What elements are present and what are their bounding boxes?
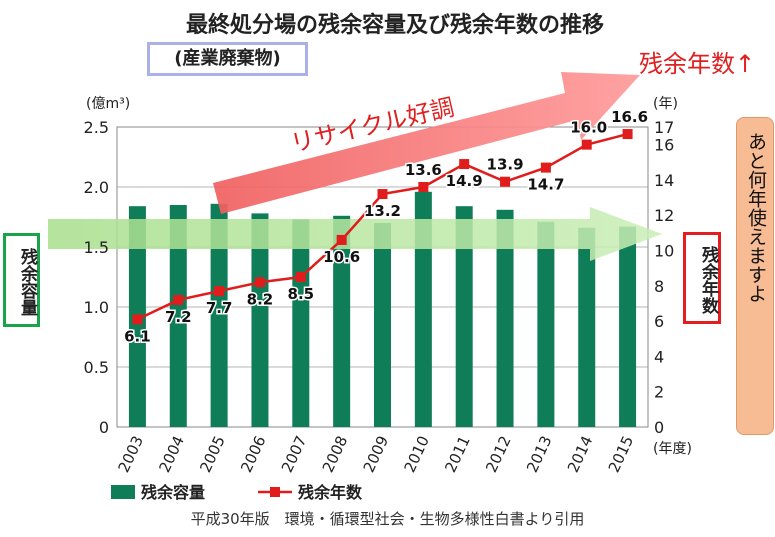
- data-label-2006: 8.2: [247, 290, 274, 308]
- y-left-tick-2: 1.0: [84, 298, 109, 317]
- data-label-2015: 16.6: [611, 108, 648, 126]
- x-tick-2015: 2015: [605, 433, 637, 475]
- bar-2012: [496, 209, 514, 427]
- legend: 残余容量 残余年数: [111, 483, 363, 502]
- red-arrow: [213, 72, 640, 214]
- point-2014: [581, 139, 592, 150]
- legend-line-label: 残余年数: [298, 483, 363, 502]
- point-2013: [540, 162, 551, 173]
- x-tick-2013: 2013: [523, 433, 555, 475]
- legend-bar-label: 残余容量: [141, 483, 205, 502]
- y-right-tick-0: 0: [654, 418, 664, 437]
- line-series: [132, 129, 633, 325]
- data-label-2008: 10.6: [323, 248, 360, 266]
- y-right-tick-2: 4: [654, 347, 664, 366]
- data-label-2013: 14.7: [527, 176, 564, 194]
- right-axis-label-box: 残余年数: [683, 232, 721, 324]
- x-tick-2014: 2014: [564, 433, 596, 475]
- bar-2005: [210, 203, 228, 427]
- x-tick-2012: 2012: [482, 433, 514, 475]
- y-left-unit: (億m³): [86, 96, 130, 112]
- chart-subtitle: (産業廃棄物): [147, 42, 308, 76]
- y-right-tick-4: 8: [654, 277, 664, 296]
- callout-note: あと何年使えますよ: [736, 117, 774, 435]
- point-2009: [377, 189, 388, 200]
- data-label-2003: 6.1: [124, 327, 151, 345]
- x-unit: (年度): [653, 441, 692, 457]
- y-right-tick-9: 17: [654, 118, 674, 137]
- x-tick-2005: 2005: [196, 433, 228, 475]
- point-2010: [418, 182, 429, 192]
- x-tick-2006: 2006: [237, 433, 269, 475]
- data-label-2011: 14.9: [446, 172, 483, 190]
- source-caption: 平成30年版 環境・循環型社会・生物多様性白書より引用: [190, 510, 585, 528]
- x-tick-2003: 2003: [115, 433, 147, 475]
- y-right-tick-3: 6: [654, 312, 664, 331]
- data-label-2007: 8.5: [288, 285, 315, 303]
- y-right-tick-8: 16: [654, 136, 674, 155]
- bar-2009: [374, 223, 391, 427]
- x-tick-2007: 2007: [278, 433, 310, 475]
- data-label-2012: 13.9: [487, 156, 524, 174]
- x-tick-2004: 2004: [155, 433, 187, 475]
- bar-2004: [169, 205, 187, 427]
- bar-2013: [537, 221, 555, 427]
- point-2006: [254, 277, 265, 288]
- y-left-tick-3: 1.5: [84, 238, 109, 257]
- point-2015: [622, 129, 633, 140]
- y-left-tick-5: 2.5: [84, 118, 109, 137]
- x-tick-2010: 2010: [401, 433, 433, 475]
- data-label-2010: 13.6: [405, 161, 442, 179]
- data-label-2014: 16.0: [570, 119, 607, 137]
- data-label-2005: 7.7: [206, 299, 233, 317]
- point-2004: [173, 294, 184, 305]
- bar-2014: [578, 227, 596, 427]
- y-left-tick-1: 0.5: [84, 358, 109, 377]
- point-2007: [295, 272, 306, 282]
- bar-2007: [292, 219, 310, 427]
- bar-2010: [414, 191, 432, 427]
- point-2008: [336, 234, 347, 245]
- bar-2015: [619, 226, 637, 427]
- data-label-2004: 7.2: [165, 308, 192, 326]
- data-labels: 6.1 7.2 7.7 8.2 8.5 10.6 13.2 13.614.913.914.7 1…: [123, 107, 650, 347]
- chart-title: 最終処分場の残余容量及び残余年数の推移: [186, 12, 604, 38]
- y-right-tick-5: 10: [654, 242, 674, 261]
- data-label-2009: 13.2: [364, 202, 401, 220]
- x-tick-2009: 2009: [360, 433, 392, 475]
- y-left-tick-0: 0: [99, 418, 109, 437]
- point-2005: [214, 286, 225, 297]
- bar-2006: [251, 213, 269, 427]
- point-2012: [500, 176, 511, 187]
- legend-line-marker: [270, 487, 280, 497]
- y-right-tick-7: 14: [654, 171, 674, 190]
- point-2011: [459, 159, 470, 170]
- y-right-tick-6: 12: [654, 206, 674, 225]
- point-2003: [132, 314, 143, 325]
- bar-2011: [455, 206, 473, 427]
- bar-2008: [333, 215, 351, 427]
- left-axis-label-box: 残余容量: [3, 233, 40, 327]
- x-tick-2008: 2008: [319, 433, 351, 475]
- legend-bar-swatch: [111, 485, 135, 499]
- x-tick-2011: 2011: [441, 433, 473, 475]
- green-arrow: [48, 207, 662, 261]
- y-right-tick-1: 2: [654, 383, 664, 402]
- red-arrow-tip-text: 残余年数↑: [639, 50, 755, 78]
- bar-series: [128, 191, 637, 427]
- y-right-unit: (年): [653, 96, 678, 112]
- y-left-tick-4: 2.0: [84, 178, 109, 197]
